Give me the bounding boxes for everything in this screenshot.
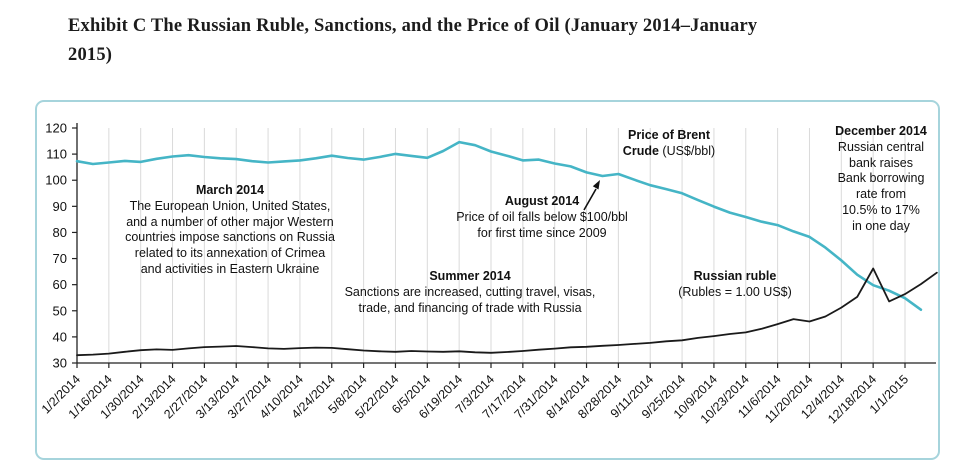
brent-crude-line: [75, 140, 923, 311]
annotation-line: countries impose sanctions on Russia: [125, 230, 335, 245]
annotation-line: and activities in Eastern Ukraine: [140, 261, 320, 276]
y-tick-label: 80: [53, 225, 67, 240]
y-tick-label: 120: [45, 121, 67, 136]
annotation-line: 10.5% to 17%: [842, 202, 920, 217]
series-label-units: (US$/bbl): [662, 143, 716, 158]
series-label-line: Russian ruble: [693, 269, 777, 283]
annotation-summer-2014: Summer 2014 Sanctions are increased, cut…: [330, 269, 610, 316]
series-label-line: Price of Brent: [628, 128, 710, 142]
annotation-line: bank raises: [849, 155, 913, 170]
annotation-title: March 2014: [195, 183, 265, 197]
ruble-series-label: Russian ruble (Rubles = 1.00 US$): [652, 269, 818, 301]
line-chart: 304050607080901001101201/2/20141/16/2014…: [39, 121, 938, 426]
annotation-title: Summer 2014: [429, 269, 511, 283]
annotation-line: rate from: [855, 187, 906, 201]
annotation-line: Sanctions are increased, cutting travel,…: [344, 284, 596, 299]
annotation-line: trade, and financing of trade with Russi…: [358, 300, 582, 315]
y-tick-label: 90: [53, 199, 67, 214]
annotation-title: August 2014: [504, 194, 580, 208]
annotation-line: and a number of other major Western: [126, 214, 334, 229]
annotation-line: Bank borrowing: [837, 171, 925, 186]
ruble-line: [76, 267, 938, 357]
series-label-bold: Crude: [622, 143, 659, 158]
y-tick-label: 110: [46, 147, 67, 162]
annotation-line: in one day: [852, 218, 910, 233]
august-arrow-line: [583, 188, 597, 211]
y-tick-label: 60: [53, 277, 67, 292]
annotation-line: Price of oil falls below $100/bbl: [456, 209, 628, 224]
annotation-title: December 2014: [835, 124, 927, 138]
series-label-units: (Rubles = 1.00 US$): [678, 284, 792, 299]
annotation-august-2014: August 2014 Price of oil falls below $10…: [429, 194, 655, 241]
exhibit-title: Exhibit C The Russian Ruble, Sanctions, …: [68, 16, 758, 65]
annotation-december-2014: December 2014 Russian central bank raise…: [812, 124, 950, 234]
y-tick-label: 40: [53, 329, 67, 344]
annotation-line: The European Union, United States,: [129, 198, 331, 213]
annotation-line: for first time since 2009: [477, 225, 607, 240]
august-arrow-head-icon: [592, 180, 600, 190]
y-tick-label: 30: [53, 356, 67, 371]
series-label-line: Crude (US$/bbl): [591, 144, 747, 160]
annotation-line: related to its annexation of Crimea: [134, 246, 326, 260]
y-tick-label: 70: [53, 251, 67, 266]
annotation-march-2014: March 2014 The European Union, United St…: [96, 183, 364, 278]
brent-series-label: Price of Brent Crude (US$/bbl): [591, 128, 747, 160]
chart-container: 30 40 50 60 70 80 90 100 110 120 1/2/2014 1/16/2014…: [35, 100, 940, 460]
y-tick-label: 50: [53, 303, 67, 318]
annotation-line: Russian central: [837, 139, 925, 154]
y-tick-label: 100: [45, 173, 67, 188]
